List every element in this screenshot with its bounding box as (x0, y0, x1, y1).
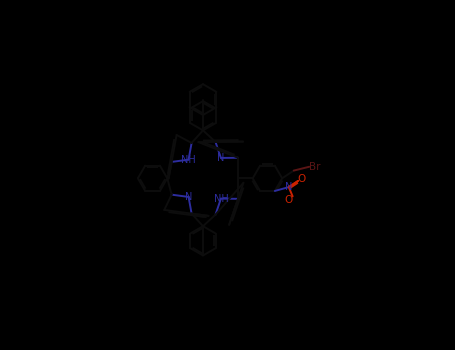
Text: N: N (185, 192, 192, 202)
Text: NH: NH (181, 155, 196, 164)
Text: O: O (298, 174, 306, 184)
Text: N: N (217, 153, 225, 163)
Text: Br: Br (309, 162, 320, 172)
Text: N: N (285, 182, 293, 192)
Text: O: O (285, 195, 293, 205)
Text: NH: NH (213, 194, 228, 204)
